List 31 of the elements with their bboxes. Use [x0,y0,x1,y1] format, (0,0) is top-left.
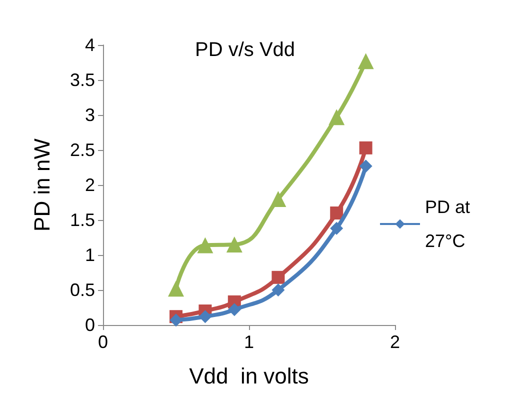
x-tick-label: 1 [244,332,254,352]
point [170,314,182,327]
x-tick-label: 0 [98,332,108,352]
y-tick-label: 2.5 [70,140,95,160]
x-tick-label: 2 [390,332,400,352]
legend-label: PD at 27°C [425,197,476,251]
point [328,109,345,126]
y-tick-label: 2 [84,175,95,195]
x-axis-title: Vdd in volts [189,364,309,388]
point [359,160,372,173]
point [272,270,285,284]
point [358,53,374,70]
point [330,206,344,220]
y-tick-label: 3.5 [70,70,95,90]
y-tick-label: 0.5 [70,280,95,300]
y-tick-label: 0 [84,315,95,335]
point [197,237,214,254]
y-tick-label: 3 [84,105,95,125]
point [359,141,372,154]
chart-title: PD v/s Vdd [195,39,296,61]
y-tick-label: 1 [84,245,95,265]
point [270,191,286,207]
point [198,310,212,324]
point [330,222,344,235]
point [228,303,241,316]
point [168,280,184,297]
y-tick-label: 1.5 [70,210,95,230]
point [226,236,242,252]
y-axis-title: PD in nW [30,138,54,232]
point [272,284,285,296]
y-tick-label: 4 [84,35,95,55]
